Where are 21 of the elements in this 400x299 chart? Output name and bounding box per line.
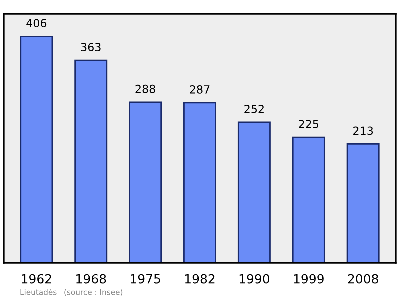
data-label: 225: [299, 120, 319, 128]
x-tick-label: 1999: [294, 274, 324, 284]
x-tick-label: 1962: [22, 274, 52, 284]
x-tick-label: 1982: [185, 274, 215, 284]
data-label: 287: [190, 85, 210, 94]
x-tick-label: 1968: [76, 274, 106, 284]
bar: [74, 60, 108, 263]
bar: [184, 102, 216, 263]
data-label: 406: [26, 19, 47, 28]
bar: [292, 136, 326, 263]
bar: [238, 122, 271, 263]
bar: [20, 36, 54, 263]
x-tick-label: 2008: [348, 274, 378, 284]
bar: [129, 102, 162, 263]
x-tick-label: 1975: [131, 274, 160, 284]
data-label: 213: [354, 126, 374, 136]
data-label: 363: [81, 43, 101, 52]
bar: [346, 144, 380, 263]
x-tick-label: 1990: [240, 274, 270, 284]
data-label: 252: [244, 104, 264, 114]
data-label: 288: [136, 84, 156, 94]
